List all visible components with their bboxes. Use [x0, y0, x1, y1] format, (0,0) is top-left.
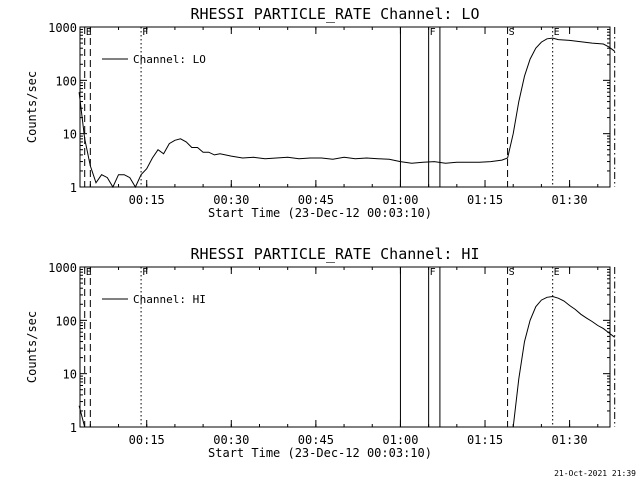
y-axis-label: Counts/sec — [25, 311, 39, 383]
event-marker-label: F — [142, 27, 148, 38]
event-marker-label: E — [554, 27, 560, 38]
y-tick-label: 10 — [63, 368, 77, 382]
x-tick-label: 00:30 — [213, 433, 249, 447]
y-tick-label: 1000 — [48, 261, 77, 275]
x-tick-label: 01:00 — [382, 193, 418, 207]
panel-lo: RHESSI PARTICLE_RATE Channel: LO 1 10 100 10… — [25, 5, 616, 220]
x-axis-label: Start Time (23-Dec-12 00:03:10) — [208, 206, 432, 220]
x-tick-label: 00:45 — [298, 433, 334, 447]
x-tick-label: 01:15 — [467, 193, 503, 207]
y-tick-label: 10 — [63, 128, 77, 142]
event-marker-label: F — [142, 267, 148, 278]
event-marker-label: E — [86, 267, 92, 278]
y-tick-label: 1 — [70, 181, 77, 195]
x-tick-label: 00:30 — [213, 193, 249, 207]
event-marker-label: F — [430, 27, 436, 38]
y-axis-label: Counts/sec — [25, 71, 39, 143]
x-tick-label: 00:15 — [129, 193, 165, 207]
x-tick-label: 00:45 — [298, 193, 334, 207]
y-tick-label: 1000 — [48, 21, 77, 35]
event-marker-label: F — [430, 267, 436, 278]
legend-label: Channel: LO — [133, 53, 206, 66]
plot-frame — [79, 26, 611, 188]
event-marker-label: E — [86, 27, 92, 38]
panel-hi: RHESSI PARTICLE_RATE Channel: HI 1 10 100 10… — [25, 245, 616, 460]
chart-title: RHESSI PARTICLE_RATE Channel: LO — [191, 5, 480, 23]
x-tick-label: 00:15 — [129, 433, 165, 447]
chart-title: RHESSI PARTICLE_RATE Channel: HI — [191, 245, 480, 263]
x-tick-label: 01:15 — [467, 433, 503, 447]
plot-frame — [79, 266, 611, 428]
event-marker-label: S — [509, 27, 515, 38]
legend-label: Channel: HI — [133, 293, 206, 306]
timestamp: 21-Oct-2021 21:39 — [554, 469, 636, 478]
y-tick-label: 100 — [55, 74, 77, 88]
x-axis-label: Start Time (23-Dec-12 00:03:10) — [208, 446, 432, 460]
event-marker-label: E — [554, 267, 560, 278]
x-tick-label: 01:30 — [552, 193, 588, 207]
series-line — [78, 295, 616, 428]
series-line — [78, 37, 616, 189]
event-marker-label: S — [509, 267, 515, 278]
y-tick-label: 100 — [55, 314, 77, 328]
x-tick-label: 01:00 — [382, 433, 418, 447]
x-tick-label: 01:30 — [552, 433, 588, 447]
y-tick-label: 1 — [70, 421, 77, 435]
